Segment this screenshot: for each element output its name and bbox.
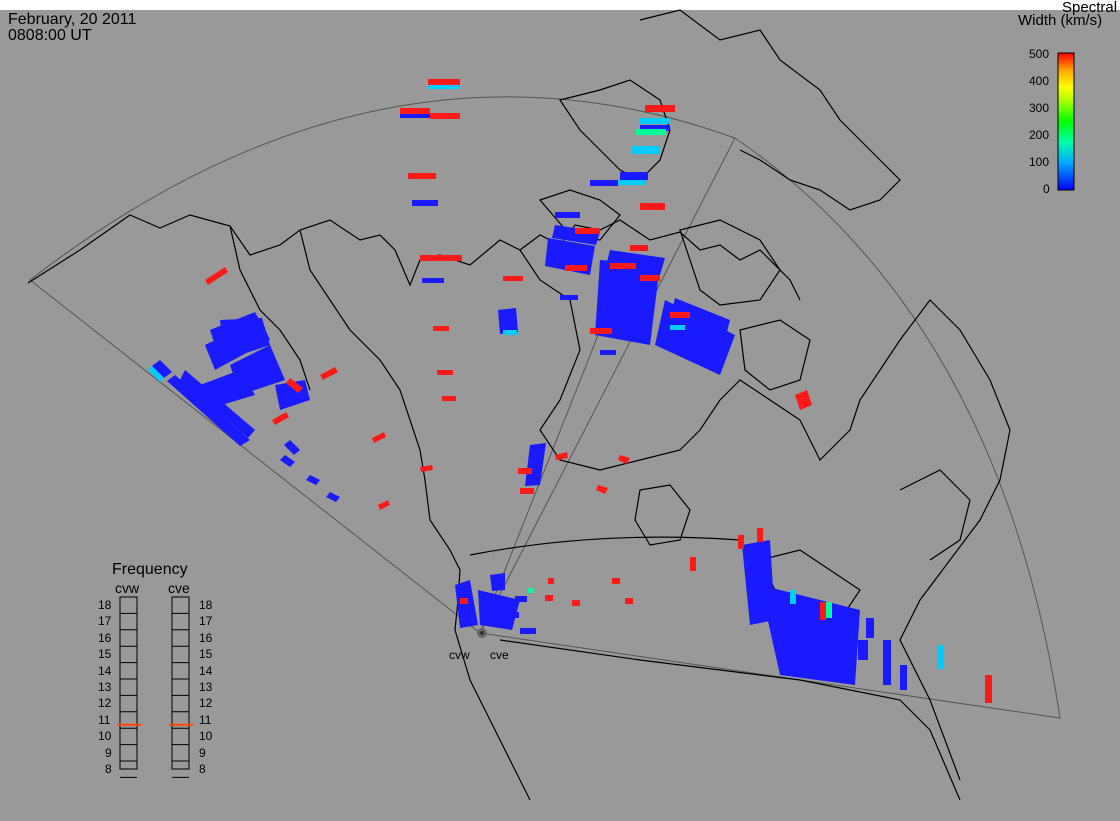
frequency-level-label: 13 [98, 680, 112, 694]
colorbar-tick: 0 [1043, 182, 1050, 196]
frequency-level-label: 16 [98, 630, 112, 645]
time-label: 0808:00 UT [8, 27, 92, 44]
colorbar-gradient [1057, 52, 1075, 191]
cells-nearfield-green [528, 588, 534, 593]
colorbar-tick: 200 [1029, 128, 1050, 142]
cells-arctic-blue [400, 114, 546, 486]
colorbar-tick: 500 [1029, 47, 1050, 61]
frequency-level-label: 9 [199, 745, 206, 760]
frequency-level-label: 12 [98, 696, 112, 711]
cells-central [545, 125, 735, 375]
frequency-level-label: 8 [199, 762, 206, 776]
frequency-level-label: 13 [199, 680, 213, 694]
site-label-cvw: cvw [449, 648, 470, 662]
coastlines [27, 9, 1011, 801]
backscatter-cells [148, 79, 992, 703]
cells-alaska-red [205, 267, 433, 510]
frequency-level-label: 8 [105, 762, 112, 776]
fov-divider [479, 137, 736, 634]
cells-central-cyan [618, 118, 685, 330]
colorbar-tick: 300 [1029, 101, 1050, 115]
top-white-strip [0, 0, 1120, 10]
cells-central-red [518, 105, 812, 494]
frequency-level-label: 14 [98, 663, 112, 678]
frequency-level-label: 10 [199, 729, 213, 744]
date-label: February, 20 2011 [8, 11, 137, 28]
colorbar-title-2: Width (km/s) [1018, 12, 1103, 29]
cvw-frequency-bar [119, 596, 138, 770]
site-label-cve: cve [490, 648, 509, 662]
frequency-level-label: 14 [199, 663, 213, 678]
frequency-level-label: 15 [199, 647, 213, 662]
frequency-level-label: 10 [98, 729, 112, 744]
cells-greatlakes-red [690, 528, 992, 703]
frequency-level-label: 17 [199, 614, 213, 629]
colorbar [1057, 52, 1075, 191]
frequency-level-label: 18 [199, 598, 213, 612]
fov-boundary [29, 96, 1061, 719]
frequency-level-label: 9 [105, 745, 112, 760]
frequency-panel [117, 596, 193, 778]
frequency-cve-label: cve [168, 580, 190, 596]
colorbar-tick: 400 [1029, 74, 1050, 88]
cells-alaska-cyan [148, 366, 164, 382]
frequency-level-label: 15 [98, 647, 112, 662]
frequency-level-label: 16 [199, 630, 213, 645]
frequency-level-label: 11 [199, 712, 212, 727]
frequency-level-label: 12 [199, 696, 213, 711]
radar-site-dot [480, 631, 484, 635]
cells-arctic-cyan [428, 85, 517, 335]
cells-central-green [636, 129, 666, 135]
colorbar-title-1: Spectral [1062, 0, 1118, 16]
cells-greatlakes-cyan [790, 590, 944, 669]
cve-frequency-bar [171, 596, 190, 770]
fov-outline [29, 96, 1061, 719]
frequency-cvw-label: cvw [115, 580, 140, 596]
cells-greatlakes [742, 540, 907, 690]
cells-alaska [152, 312, 340, 502]
frequency-level-label: 11 [98, 712, 111, 727]
cells-arctic-red [400, 79, 523, 401]
frequency-level-label: 17 [98, 614, 112, 629]
cells-greatlakes-green [826, 602, 832, 618]
frequency-level-label: 18 [98, 598, 112, 612]
radar-sites [477, 628, 487, 638]
colorbar-tick: 100 [1029, 155, 1050, 169]
frequency-title: Frequency [112, 561, 188, 578]
cells-nearfield-red [460, 578, 633, 606]
